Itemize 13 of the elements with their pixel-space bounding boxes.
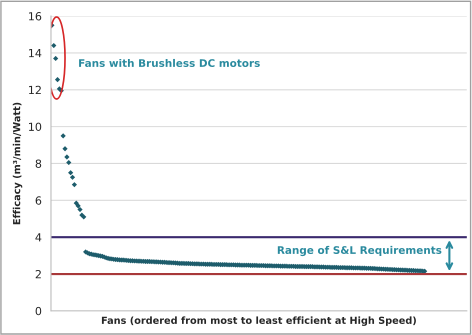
y-tick-label: 2 xyxy=(36,270,41,278)
y-tick-label: 8 xyxy=(36,159,42,168)
x-axis-title: Fans (ordered from most to least efficient at High Speed) xyxy=(102,316,416,326)
y-axis-title: Efficacy (m³/min/Watt) xyxy=(12,102,22,224)
y-tick-label: 0 xyxy=(36,306,42,316)
y-tick-label: 10 xyxy=(29,122,42,132)
y-tick-label: 16 xyxy=(29,12,42,20)
annotation: Fans with Brushless DC motors xyxy=(79,58,260,68)
y-tick-label: 4 xyxy=(35,233,42,242)
y-tick-label: 6 xyxy=(36,196,42,205)
y-tick-label: 12 xyxy=(29,86,41,94)
annotation: Range of S&L Requirements xyxy=(278,246,442,256)
y-tick-label: 14 xyxy=(29,49,42,58)
